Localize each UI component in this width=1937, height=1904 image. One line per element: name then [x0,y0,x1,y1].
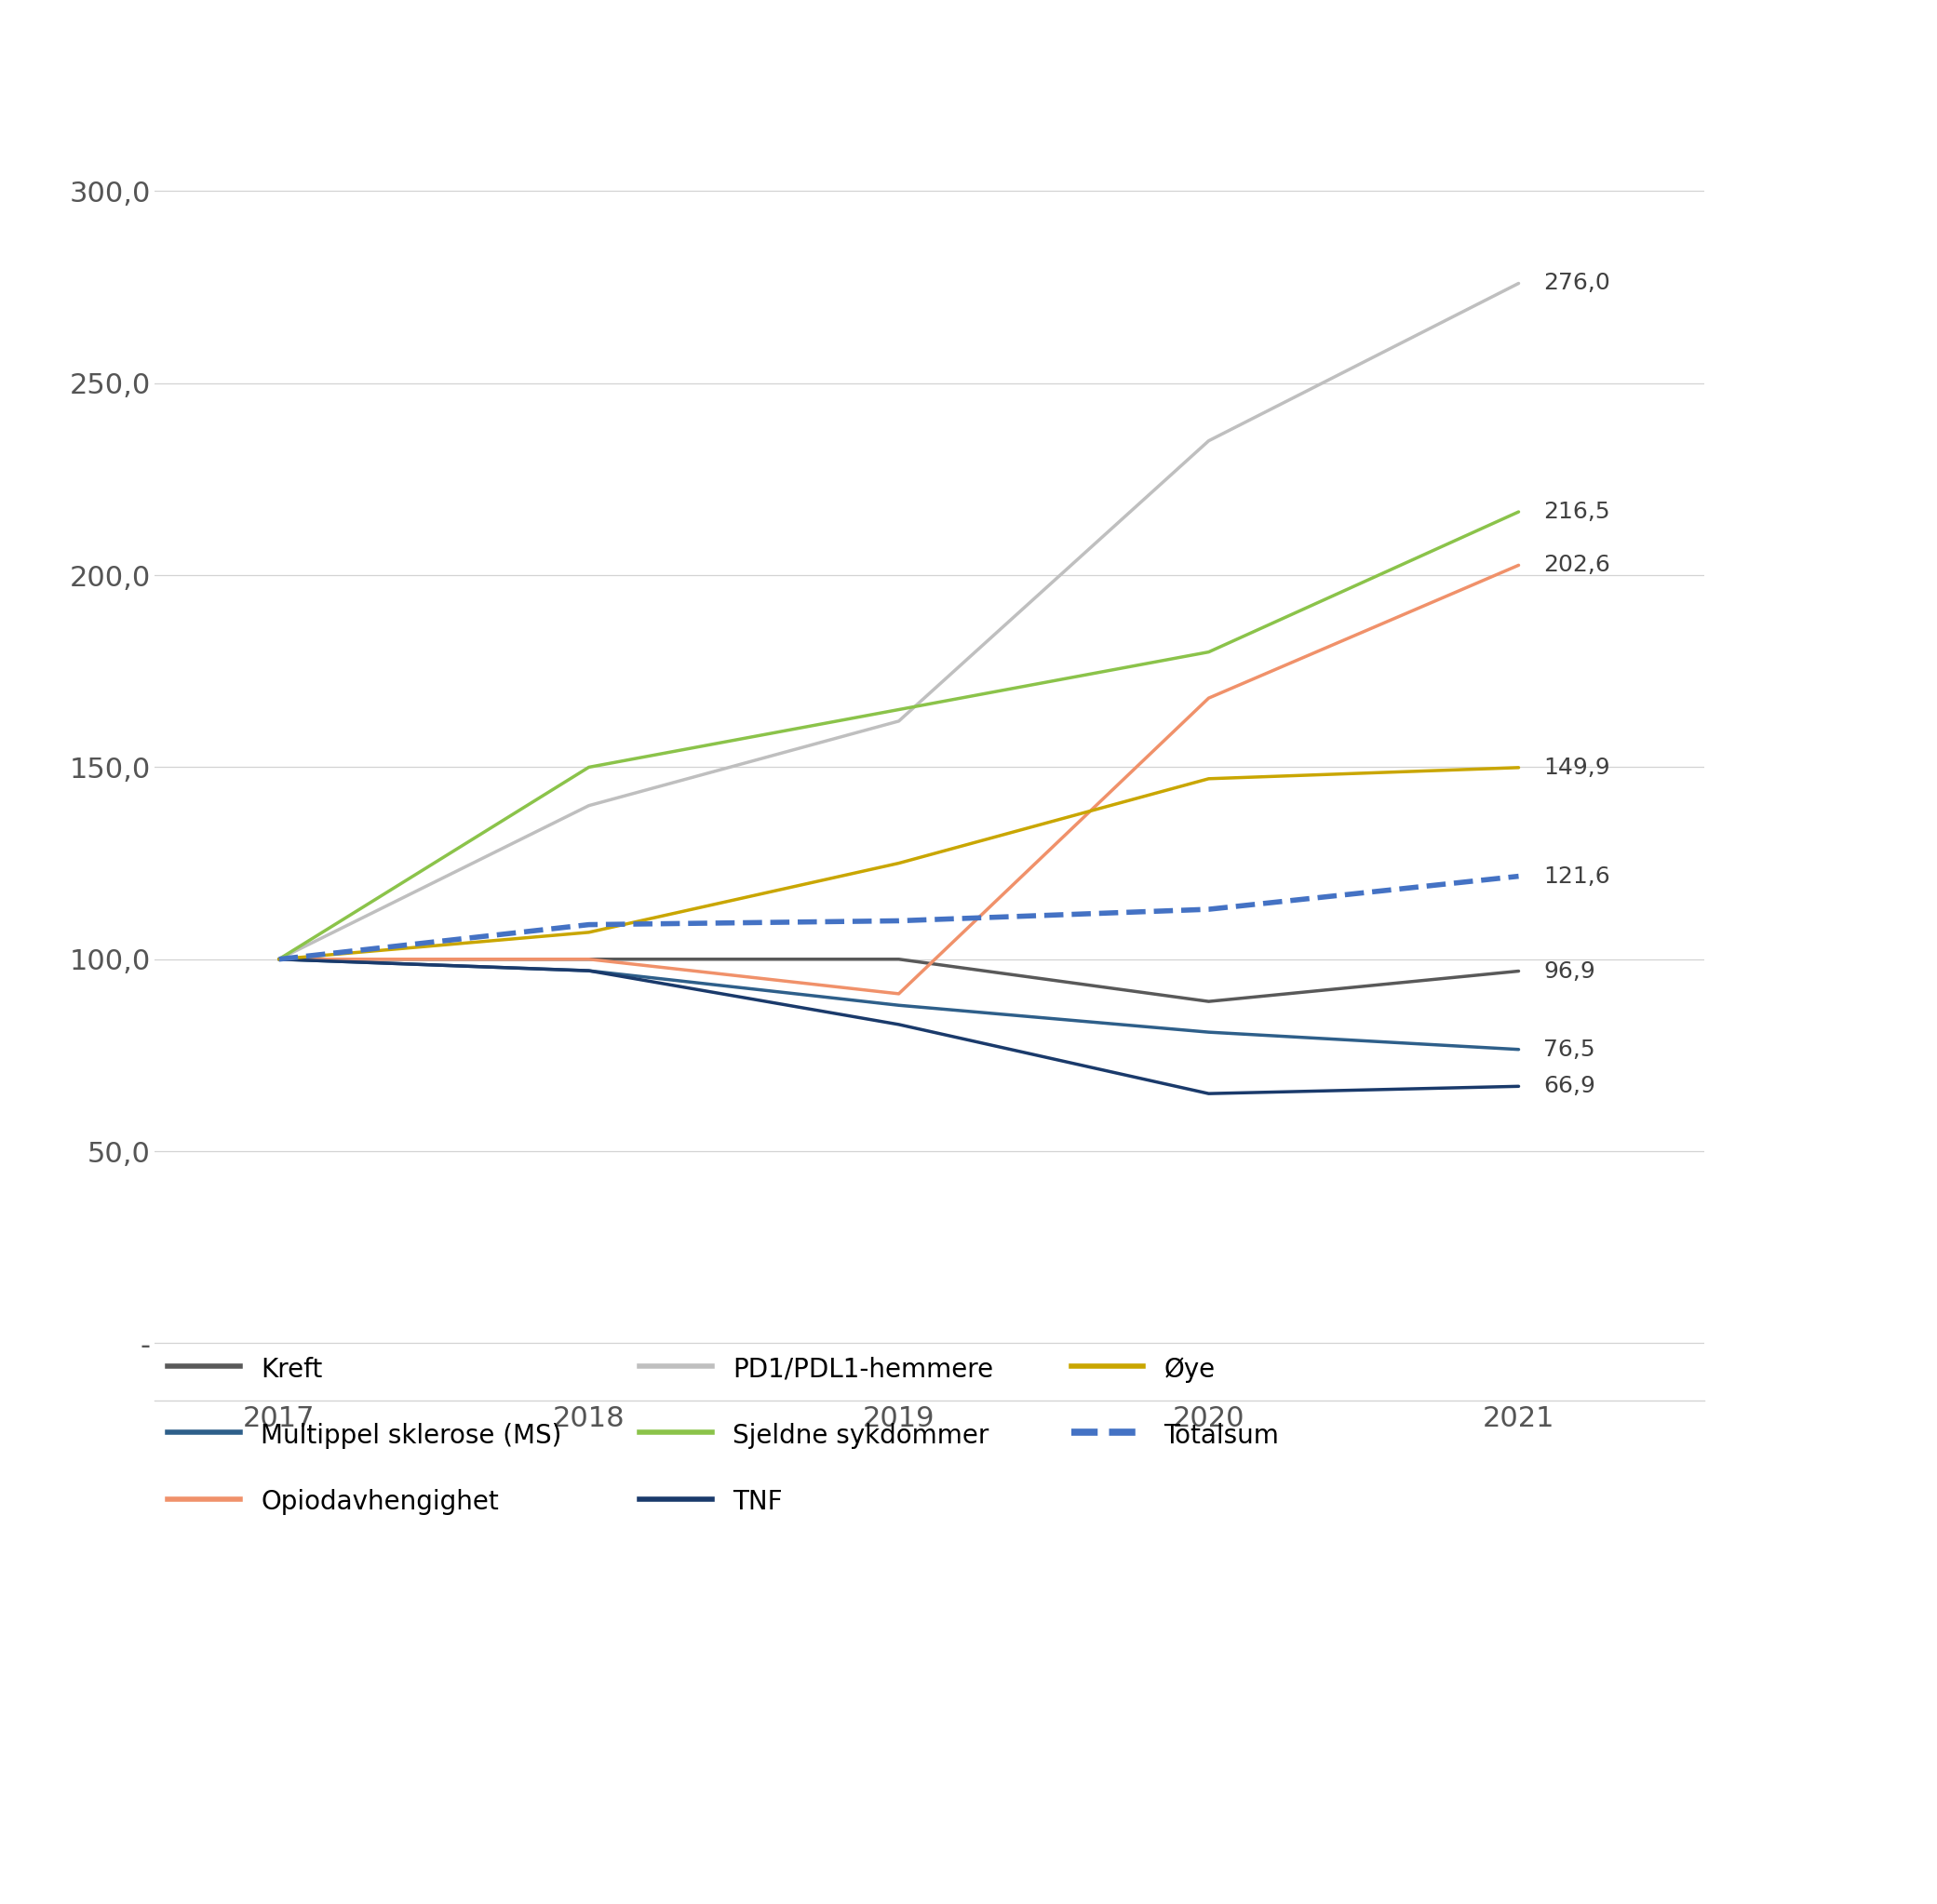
Text: 76,5: 76,5 [1544,1038,1596,1061]
Text: 276,0: 276,0 [1544,272,1610,295]
Text: 149,9: 149,9 [1544,756,1610,779]
Text: 66,9: 66,9 [1544,1076,1596,1097]
Text: 96,9: 96,9 [1544,960,1596,982]
Text: 202,6: 202,6 [1544,554,1610,577]
Text: 216,5: 216,5 [1544,501,1610,524]
Text: 121,6: 121,6 [1544,864,1610,887]
Legend: Kreft, Multippel sklerose (MS), Opiodavhengighet, PD1/PDL1-hemmere, Sjeldne sykd: Kreft, Multippel sklerose (MS), Opiodavh… [169,1356,1278,1516]
